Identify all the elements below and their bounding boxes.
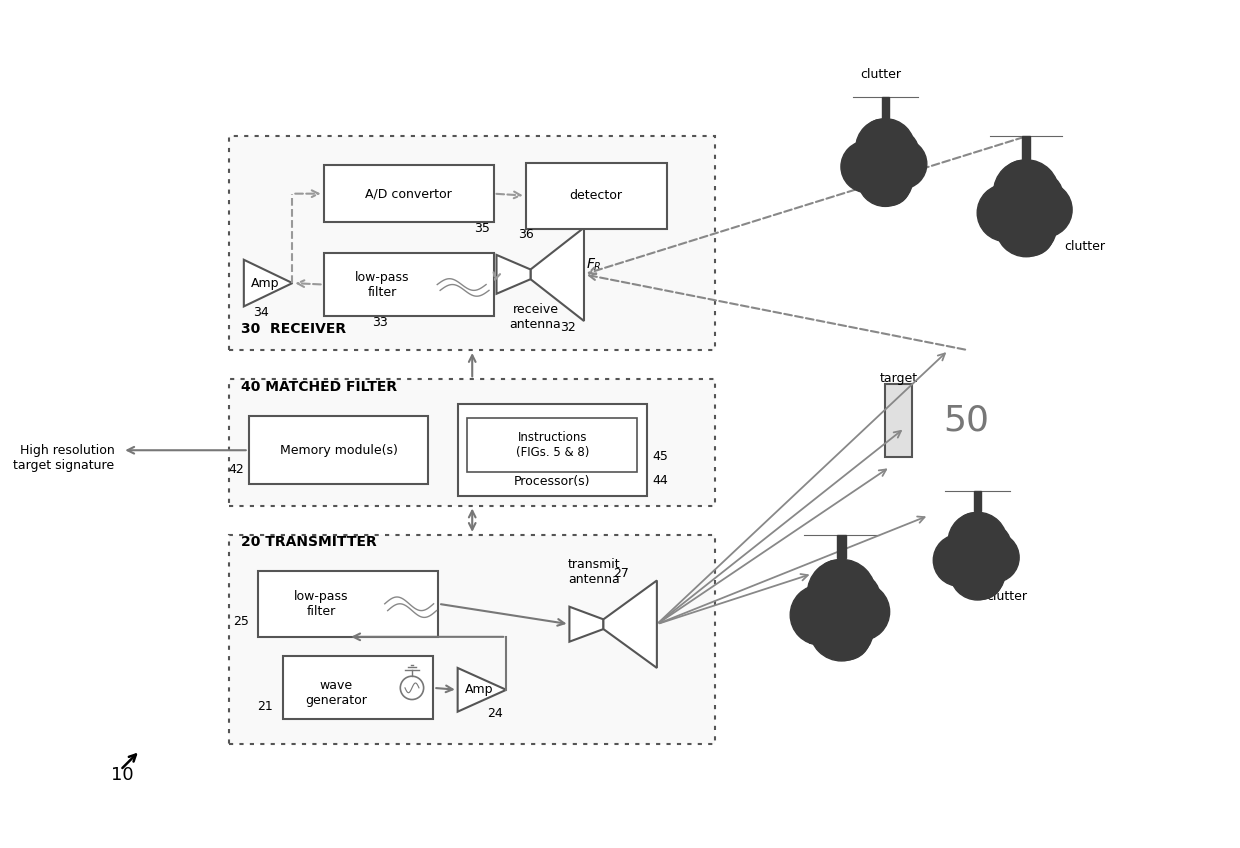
Bar [229, 535, 715, 744]
Text: 35: 35 [474, 221, 490, 235]
Circle shape [1017, 182, 1073, 237]
Circle shape [854, 132, 894, 173]
Bar [324, 165, 494, 222]
Polygon shape [531, 227, 584, 321]
Text: 21: 21 [257, 700, 273, 712]
Text: 40 MATCHED FILTER: 40 MATCHED FILTER [241, 380, 397, 394]
Circle shape [864, 120, 898, 153]
Circle shape [970, 533, 1019, 583]
Polygon shape [569, 606, 604, 642]
Circle shape [950, 544, 1006, 600]
Circle shape [869, 165, 910, 205]
Polygon shape [458, 668, 506, 711]
Text: Amp: Amp [465, 683, 494, 696]
Text: detector: detector [569, 189, 622, 202]
Text: 10: 10 [110, 766, 134, 784]
Circle shape [996, 196, 1056, 257]
Text: 45: 45 [652, 450, 668, 463]
Bar [467, 418, 637, 471]
Text: clutter: clutter [986, 590, 1027, 603]
Text: 24: 24 [487, 706, 502, 720]
Circle shape [817, 561, 856, 599]
Circle shape [877, 139, 926, 189]
Bar [882, 98, 889, 118]
Text: 33: 33 [372, 315, 388, 329]
Circle shape [858, 151, 913, 206]
Circle shape [790, 585, 851, 645]
Text: wave
generator: wave generator [305, 678, 367, 706]
Circle shape [949, 512, 1007, 572]
Text: A/D convertor: A/D convertor [366, 187, 451, 200]
Circle shape [970, 524, 1011, 565]
Text: clutter: clutter [806, 633, 847, 646]
Text: 44: 44 [652, 474, 668, 488]
Text: transmit
antenna: transmit antenna [568, 558, 620, 586]
Bar [324, 253, 494, 316]
Bar [458, 404, 647, 496]
Text: Processor(s): Processor(s) [515, 475, 590, 488]
Circle shape [805, 576, 852, 622]
Bar [249, 416, 429, 484]
Circle shape [823, 613, 870, 660]
Circle shape [841, 141, 893, 192]
Circle shape [856, 119, 915, 178]
Circle shape [807, 560, 875, 628]
Polygon shape [604, 581, 657, 668]
Text: clutter: clutter [1064, 240, 1105, 253]
Bar [1022, 137, 1030, 159]
Text: low-pass
filter: low-pass filter [355, 271, 409, 298]
Bar [258, 571, 438, 637]
Text: Amp: Amp [250, 276, 279, 289]
Bar [885, 384, 913, 457]
Circle shape [1018, 173, 1063, 218]
Text: $F_R$: $F_R$ [585, 256, 601, 273]
Circle shape [993, 159, 1059, 225]
Bar [973, 491, 981, 511]
Circle shape [934, 534, 985, 586]
Circle shape [946, 526, 987, 566]
Text: 30  RECEIVER: 30 RECEIVER [241, 321, 346, 336]
Text: Memory module(s): Memory module(s) [280, 444, 398, 457]
Circle shape [833, 573, 880, 621]
Circle shape [878, 131, 919, 171]
Text: Instructions
(FIGs. 5 & 8): Instructions (FIGs. 5 & 8) [516, 431, 589, 459]
Text: 42: 42 [228, 463, 244, 476]
Bar [526, 163, 667, 229]
Bar [837, 535, 846, 558]
Text: target: target [880, 372, 918, 386]
Circle shape [992, 175, 1037, 220]
Text: 50: 50 [942, 404, 990, 438]
Circle shape [1003, 161, 1039, 198]
Text: 34: 34 [253, 306, 269, 319]
Text: 32: 32 [559, 321, 575, 334]
Text: 36: 36 [518, 228, 533, 242]
Circle shape [1009, 211, 1054, 256]
Text: 25: 25 [233, 615, 249, 628]
Text: High resolution
target signature: High resolution target signature [14, 444, 114, 472]
Text: 20 TRANSMITTER: 20 TRANSMITTER [241, 535, 377, 550]
Polygon shape [244, 259, 293, 306]
Text: low-pass
filter: low-pass filter [294, 590, 348, 618]
Bar [229, 379, 715, 505]
Text: receive
antenna: receive antenna [510, 303, 562, 331]
Text: 27: 27 [613, 567, 629, 581]
Bar [283, 656, 433, 719]
Circle shape [832, 583, 889, 640]
Circle shape [962, 559, 1002, 599]
Circle shape [810, 597, 874, 661]
Circle shape [977, 184, 1034, 242]
Circle shape [956, 513, 990, 546]
Polygon shape [496, 255, 531, 293]
Bar [229, 137, 715, 350]
Text: clutter: clutter [859, 69, 901, 81]
